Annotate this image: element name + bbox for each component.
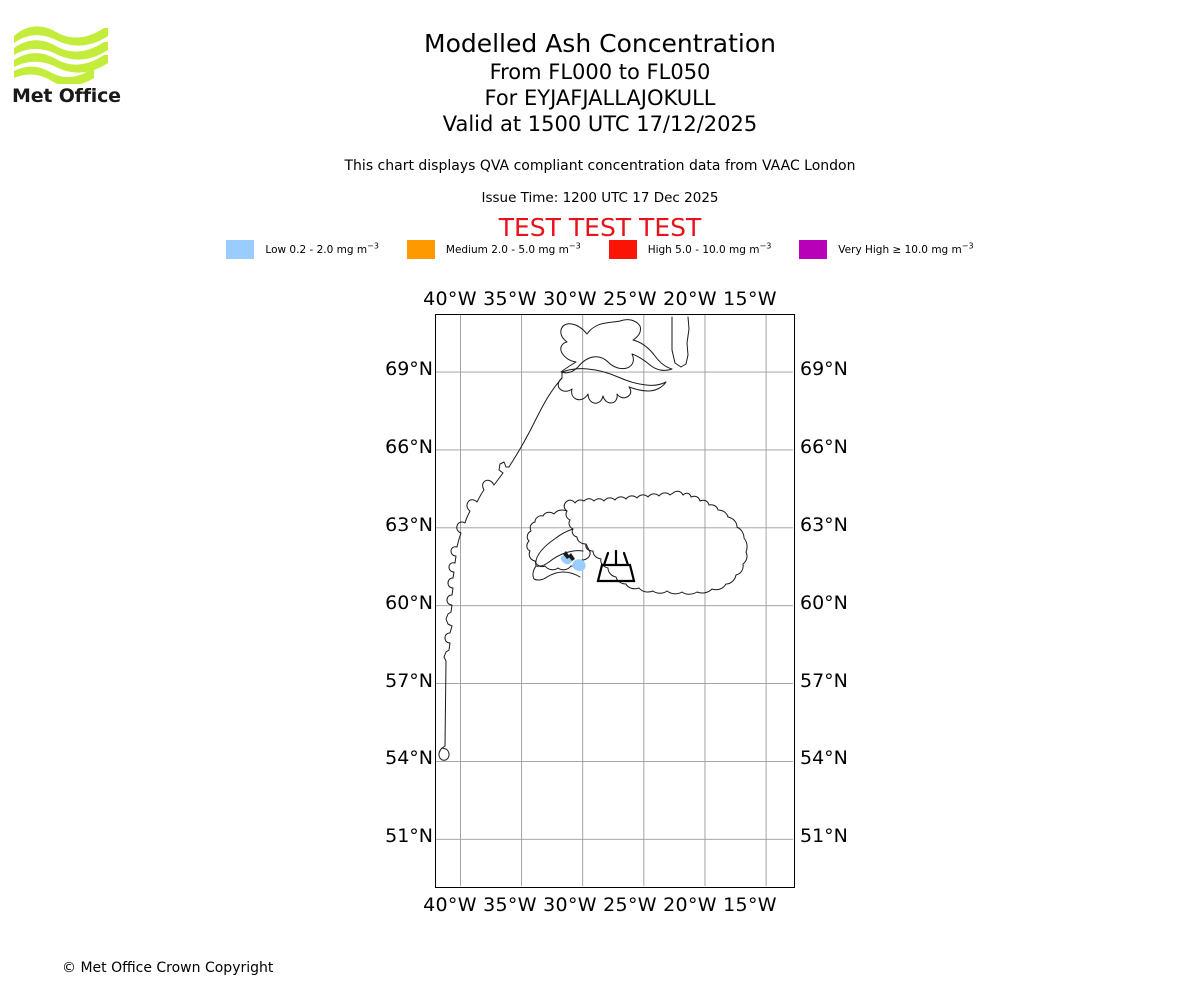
legend-item-high: High 5.0 - 10.0 mg m−3 bbox=[608, 240, 772, 259]
latitude-axis-left: 69°N 66°N 63°N 60°N 57°N 54°N 51°N bbox=[313, 314, 433, 888]
legend-swatch-high-icon bbox=[608, 240, 637, 259]
lat-tick-left-66: 66°N bbox=[385, 435, 433, 458]
met-office-logo: Met Office bbox=[12, 22, 132, 114]
longitude-axis-top: 40°W 35°W 30°W 25°W 20°W 15°W bbox=[423, 288, 777, 310]
lat-tick-right-57: 57°N bbox=[800, 669, 848, 692]
page-title: Modelled Ash Concentration bbox=[424, 29, 776, 58]
copyright-notice: © Met Office Crown Copyright bbox=[62, 960, 274, 976]
lat-tick-right-69: 69°N bbox=[800, 358, 848, 381]
flight-level-range: From FL000 to FL050 bbox=[489, 60, 711, 84]
legend-item-low: Low 0.2 - 2.0 mg m−3 bbox=[226, 240, 379, 259]
lat-tick-right-60: 60°N bbox=[800, 591, 848, 614]
legend-label-low: Low 0.2 - 2.0 mg m−3 bbox=[265, 241, 379, 256]
map-plot-area[interactable] bbox=[435, 314, 795, 888]
concentration-legend: Low 0.2 - 2.0 mg m−3 Medium 2.0 - 5.0 mg… bbox=[0, 240, 1200, 259]
coastlines bbox=[438, 316, 748, 761]
map-container: 40°W 35°W 30°W 25°W 20°W 15°W 69°N 66°N 63… bbox=[0, 288, 1200, 916]
map-gridlines bbox=[436, 315, 793, 886]
chart-title-block: Modelled Ash Concentration From FL000 to… bbox=[0, 28, 1200, 137]
volcano-name: For EYJAFJALLAJOKULL bbox=[484, 86, 716, 110]
data-source-text: This chart displays QVA compliant concen… bbox=[344, 158, 856, 174]
test-banner: TEST TEST TEST bbox=[498, 213, 702, 242]
lat-tick-left-54: 54°N bbox=[385, 747, 433, 770]
issue-time: Issue Time: 1200 UTC 17 Dec 2025 bbox=[481, 190, 719, 206]
lat-tick-left-69: 69°N bbox=[385, 358, 433, 381]
lat-tick-right-51: 51°N bbox=[800, 825, 848, 848]
legend-label-medium: Medium 2.0 - 5.0 mg m−3 bbox=[445, 241, 581, 256]
met-office-wave-mark bbox=[14, 26, 108, 84]
latitude-axis-right: 69°N 66°N 63°N 60°N 57°N 54°N 51°N bbox=[800, 314, 920, 888]
legend-item-medium: Medium 2.0 - 5.0 mg m−3 bbox=[406, 240, 581, 259]
met-office-logo-text: Met Office bbox=[12, 85, 121, 107]
lat-tick-left-60: 60°N bbox=[385, 591, 433, 614]
lat-tick-left-63: 63°N bbox=[385, 513, 433, 536]
valid-time: Valid at 1500 UTC 17/12/2025 bbox=[442, 112, 758, 136]
legend-swatch-very-high-icon bbox=[799, 240, 828, 259]
data-source-note: This chart displays QVA compliant concen… bbox=[0, 156, 1200, 176]
volcano-source-marker-icon bbox=[596, 549, 636, 583]
legend-label-high: High 5.0 - 10.0 mg m−3 bbox=[647, 241, 772, 256]
ash-concentration-low-contour bbox=[560, 551, 586, 571]
lat-tick-left-57: 57°N bbox=[385, 669, 433, 692]
legend-swatch-medium-icon bbox=[406, 240, 435, 259]
lat-tick-right-63: 63°N bbox=[800, 513, 848, 536]
map-svg bbox=[436, 315, 793, 886]
lat-tick-right-66: 66°N bbox=[800, 435, 848, 458]
legend-item-very-high: Very High ≥ 10.0 mg m−3 bbox=[799, 240, 974, 259]
legend-swatch-low-icon bbox=[226, 240, 255, 259]
longitude-axis-bottom: 40°W 35°W 30°W 25°W 20°W 15°W bbox=[423, 894, 777, 916]
legend-label-very-high: Very High ≥ 10.0 mg m−3 bbox=[838, 241, 974, 256]
lat-tick-right-54: 54°N bbox=[800, 747, 848, 770]
lat-tick-left-51: 51°N bbox=[385, 825, 433, 848]
